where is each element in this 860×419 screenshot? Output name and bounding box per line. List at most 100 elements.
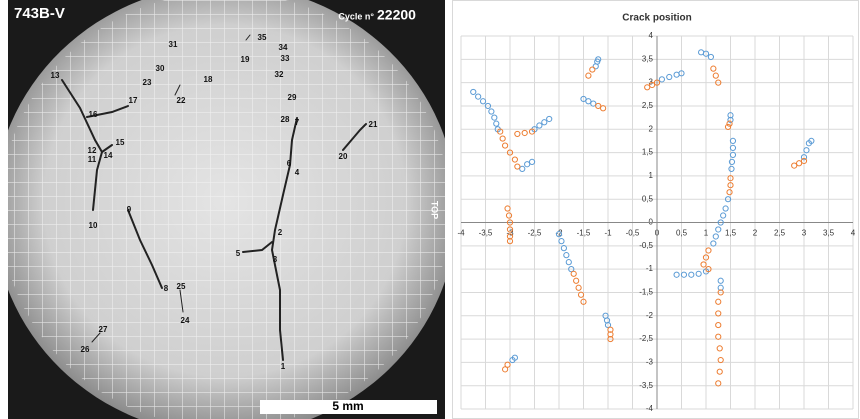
y-tick-label: 2 xyxy=(649,124,654,133)
crack-label: 25 xyxy=(177,282,186,291)
cycle-label: Cycle n° xyxy=(338,11,374,21)
data-point xyxy=(797,161,802,166)
data-point xyxy=(586,99,591,104)
data-point xyxy=(716,227,721,232)
data-point xyxy=(711,241,716,246)
data-point xyxy=(729,166,734,171)
data-point xyxy=(561,246,566,251)
crack-label: 11 xyxy=(88,155,97,164)
y-tick-label: 1,5 xyxy=(642,148,654,157)
y-tick-label: -2,5 xyxy=(639,334,653,343)
data-point xyxy=(547,116,552,121)
data-point xyxy=(716,322,721,327)
crack-label: 4 xyxy=(295,168,300,177)
y-tick-label: -2 xyxy=(646,311,654,320)
data-point xyxy=(708,54,713,59)
y-tick-label: -1 xyxy=(646,264,654,273)
y-tick-label: -3,5 xyxy=(639,381,653,390)
data-point xyxy=(674,272,679,277)
x-tick-label: 2,5 xyxy=(774,229,786,238)
data-point xyxy=(689,272,694,277)
data-point xyxy=(713,73,718,78)
crack-label: 17 xyxy=(129,96,138,105)
crack-label: 5 xyxy=(236,249,241,258)
x-tick-label: 3,5 xyxy=(823,229,835,238)
y-tick-label: 1 xyxy=(649,171,654,180)
data-point xyxy=(590,67,595,72)
crack-label: 16 xyxy=(89,110,98,119)
crack-label: 21 xyxy=(369,120,378,129)
crack-label: 6 xyxy=(287,159,292,168)
data-point xyxy=(515,131,520,136)
data-point xyxy=(718,278,723,283)
crack-label: 13 xyxy=(51,71,60,80)
crack-label: 35 xyxy=(258,33,267,42)
x-tick-label: 2 xyxy=(753,229,758,238)
crack-label: 9 xyxy=(127,205,132,214)
data-point xyxy=(494,121,499,126)
x-tick-label: -1,5 xyxy=(577,229,591,238)
crack-label: 28 xyxy=(281,115,290,124)
data-point xyxy=(717,369,722,374)
data-point xyxy=(503,143,508,148)
page: {"photo": {"title": "743B-V", "cycle_lab… xyxy=(0,0,860,419)
data-point xyxy=(792,163,797,168)
data-point xyxy=(716,334,721,339)
chart-title: Crack position xyxy=(622,13,691,24)
data-point xyxy=(525,162,530,167)
x-tick-label: 4 xyxy=(851,229,856,238)
x-tick-label: -4 xyxy=(457,229,465,238)
x-tick-label: 1,5 xyxy=(725,229,737,238)
data-point xyxy=(542,120,547,125)
data-point xyxy=(505,206,510,211)
crack-label: 10 xyxy=(89,221,98,230)
data-point xyxy=(537,123,542,128)
crack-label: 26 xyxy=(81,345,90,354)
crack-label: 24 xyxy=(181,316,190,325)
data-point xyxy=(601,106,606,111)
x-tick-label: 3 xyxy=(802,229,807,238)
crack-label: 33 xyxy=(281,54,290,63)
y-tick-label: -0,5 xyxy=(639,241,653,250)
data-point xyxy=(576,285,581,290)
data-point xyxy=(718,357,723,362)
x-tick-label: 1 xyxy=(704,229,709,238)
x-tick-label: -3,5 xyxy=(479,229,493,238)
data-point xyxy=(571,271,576,276)
data-point xyxy=(645,85,650,90)
data-point xyxy=(559,239,564,244)
data-point xyxy=(730,145,735,150)
data-point xyxy=(706,248,711,253)
data-point xyxy=(489,109,494,114)
crack-label: 34 xyxy=(279,43,288,52)
data-point xyxy=(566,260,571,265)
data-point xyxy=(586,73,591,78)
y-tick-label: -4 xyxy=(646,404,654,413)
data-point xyxy=(674,72,679,77)
cycle-number: 22200 xyxy=(377,7,416,23)
data-point xyxy=(716,299,721,304)
data-point xyxy=(574,278,579,283)
data-point xyxy=(711,66,716,71)
screen: 743B-V Cycle n° 22200 5 mm TOP 123456789… xyxy=(0,0,860,419)
crack-label: 22 xyxy=(177,96,186,105)
data-point xyxy=(659,77,664,82)
data-point xyxy=(696,271,701,276)
data-point xyxy=(564,253,569,258)
crack-label: 23 xyxy=(143,78,152,87)
y-tick-label: 4 xyxy=(649,31,654,40)
crack-label: 27 xyxy=(99,325,108,334)
x-tick-label: -0,5 xyxy=(626,229,640,238)
data-point xyxy=(505,362,510,367)
data-point xyxy=(492,115,497,120)
crack-label: 12 xyxy=(88,146,97,155)
crack-label: 14 xyxy=(104,151,113,160)
data-point xyxy=(725,124,730,129)
data-point xyxy=(578,292,583,297)
y-tick-label: -1,5 xyxy=(639,288,653,297)
crack-label: 30 xyxy=(156,64,165,73)
data-point xyxy=(681,272,686,277)
data-point xyxy=(713,234,718,239)
specimen-id: 743B-V xyxy=(14,5,65,22)
side-label: TOP xyxy=(430,201,440,219)
